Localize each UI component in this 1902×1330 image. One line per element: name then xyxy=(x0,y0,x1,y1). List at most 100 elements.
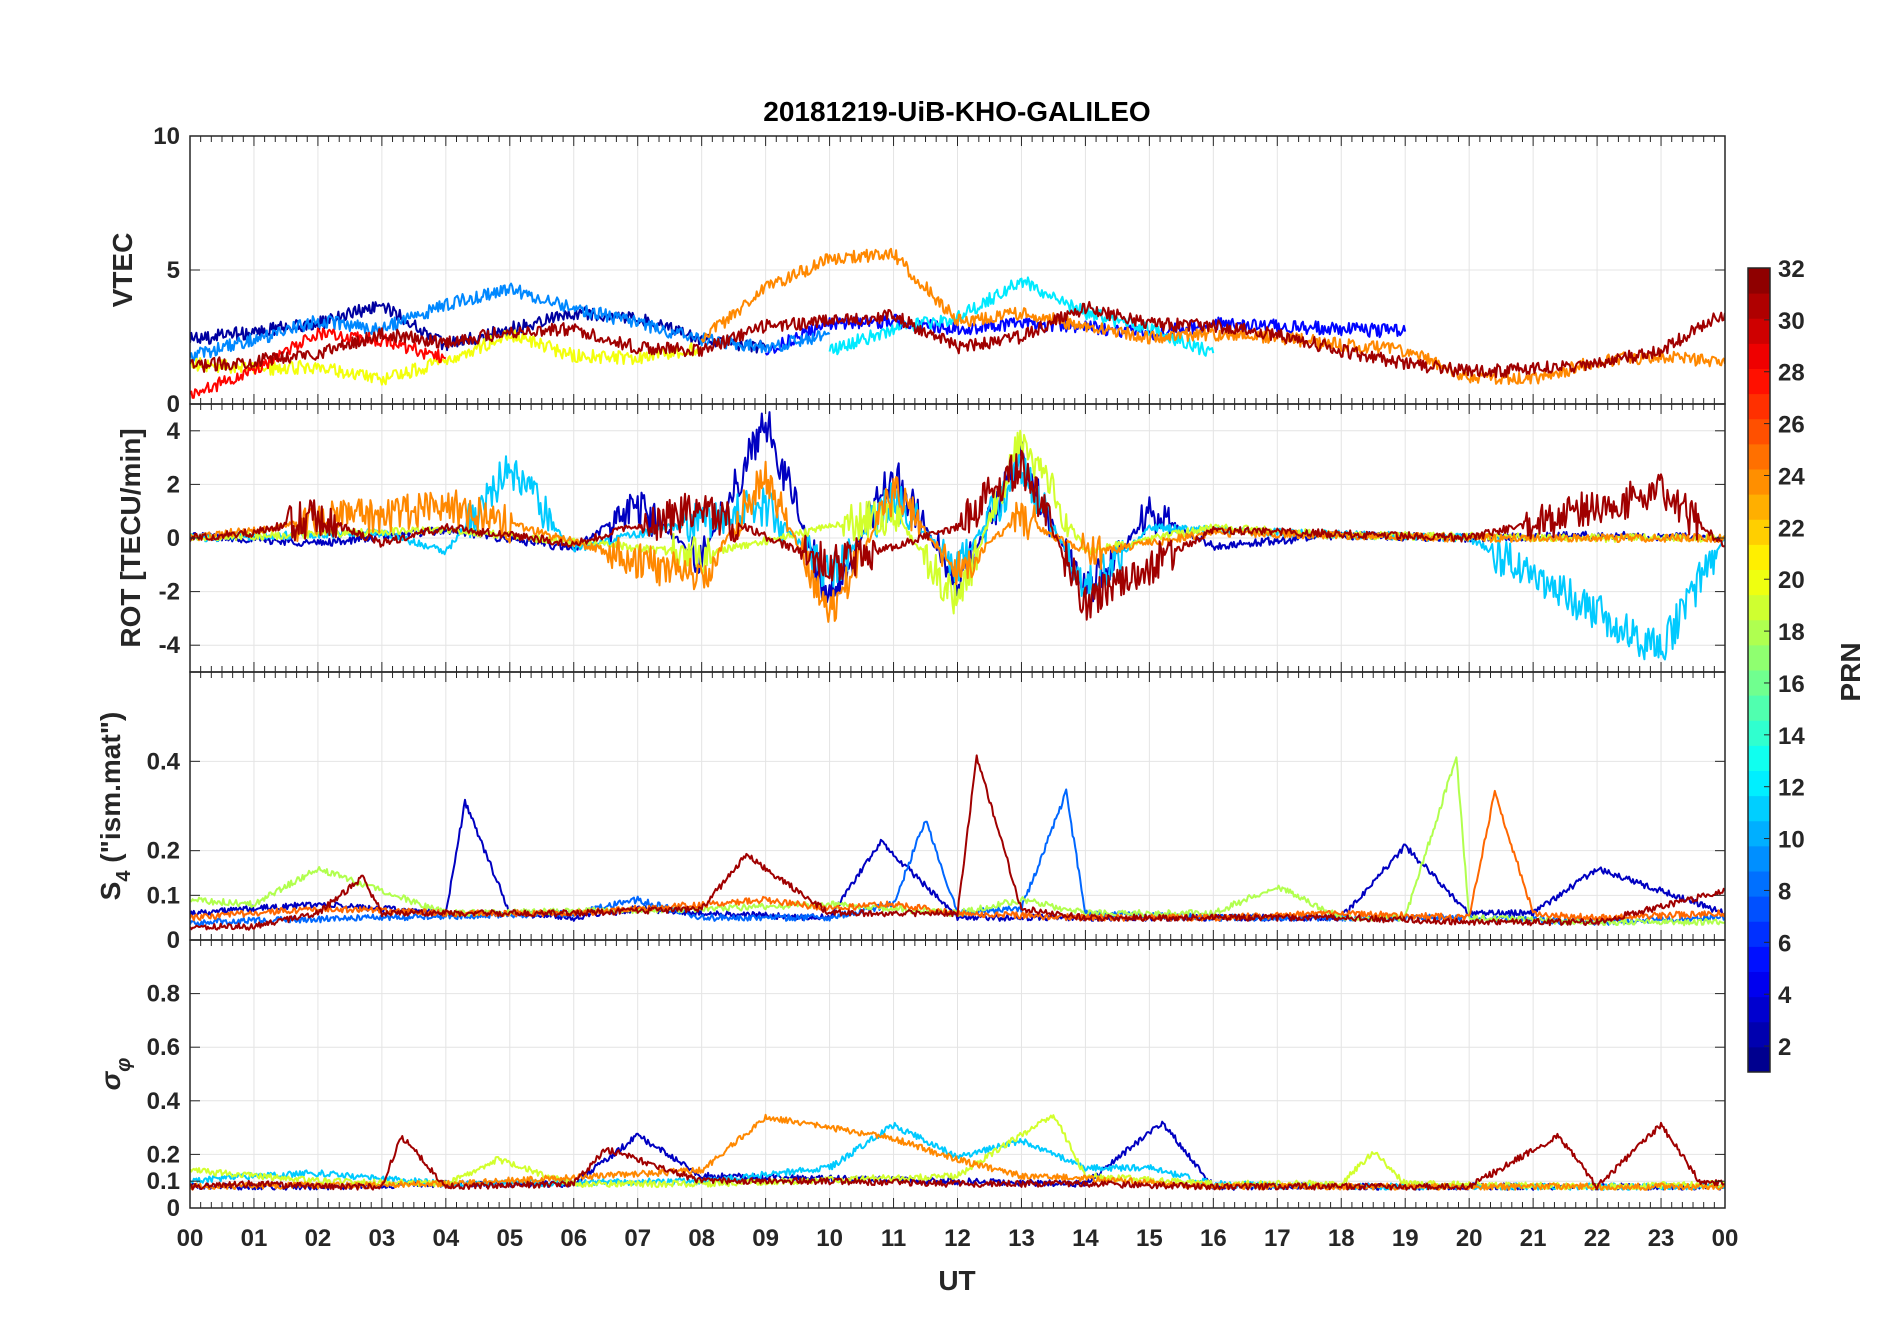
colorbar-step xyxy=(1748,469,1770,495)
colorbar-tick-label: 14 xyxy=(1778,723,1805,750)
colorbar-step xyxy=(1748,820,1770,847)
colorbar-step xyxy=(1748,293,1770,319)
s4-y-tick-label: 0 xyxy=(167,927,180,954)
x-tick-label: 05 xyxy=(496,1225,523,1252)
colorbar-tick-label: 28 xyxy=(1778,360,1805,387)
rot-y-tick-label: -4 xyxy=(159,632,181,659)
s4-y-tick-label: 0.2 xyxy=(147,838,180,865)
sigma_phi-y-tick-label: 0.2 xyxy=(147,1141,180,1168)
rot-series-prn-31 xyxy=(190,449,1725,621)
sigma_phi-y-tick-label: 0.8 xyxy=(147,981,180,1008)
colorbar-tick-label: 22 xyxy=(1778,515,1805,542)
colorbar-step xyxy=(1748,569,1770,596)
vtec-series-prn-12 xyxy=(828,276,1215,357)
sigma_phi-x-ticks xyxy=(189,940,1726,1208)
colorbar-step xyxy=(1748,644,1770,671)
colorbar-label: PRN xyxy=(1835,642,1866,701)
x-tick-label: 18 xyxy=(1328,1225,1355,1252)
x-tick-label: 21 xyxy=(1520,1225,1547,1252)
colorbar-tick-label: 2 xyxy=(1778,1034,1791,1061)
colorbar-tick-label: 24 xyxy=(1778,463,1805,490)
sigma_phi-series xyxy=(190,1113,1725,1191)
sigma-phi-y-label: σφ xyxy=(95,1058,135,1091)
vtec-y-label: VTEC xyxy=(107,233,138,308)
x-tick-labels: 00 01 02 03 04 05 06 07 08 09 10 11 12 13 14 15 16 17 18 19… xyxy=(177,1225,1739,1252)
colorbar-step xyxy=(1748,770,1770,797)
colorbar-step xyxy=(1748,594,1770,621)
x-tick-label: 07 xyxy=(624,1225,651,1252)
colorbar-step xyxy=(1748,670,1770,696)
colorbar-step xyxy=(1748,996,1770,1023)
colorbar-step xyxy=(1748,720,1770,746)
panel-s4: 0 0.1 0.2 0.4 xyxy=(147,671,1726,954)
x-tick-label: 22 xyxy=(1584,1225,1611,1252)
x-axis-label: UT xyxy=(938,1265,975,1296)
colorbar-tick-label: 30 xyxy=(1778,308,1805,335)
x-tick-label: 03 xyxy=(369,1225,396,1252)
colorbar-tick-label: 12 xyxy=(1778,775,1805,802)
colorbar-step xyxy=(1748,519,1770,545)
x-tick-label: 20 xyxy=(1456,1225,1483,1252)
x-tick-label: 00 xyxy=(1712,1225,1739,1252)
s4-y-tick-label: 0.4 xyxy=(147,748,181,775)
vtec-series-prn-20 xyxy=(190,329,702,386)
rot-y-label: ROT [TECU/min] xyxy=(115,428,146,647)
x-tick-label: 09 xyxy=(752,1225,779,1252)
colorbar-step xyxy=(1748,946,1770,972)
x-tick-label: 10 xyxy=(816,1225,843,1252)
colorbar-step xyxy=(1748,1046,1770,1073)
rot-series-prn-11 xyxy=(190,453,1725,661)
s4-y-tick-label: 0.1 xyxy=(147,882,180,909)
colorbar-step xyxy=(1748,845,1770,872)
sigma_phi-y-tick-label: 0.1 xyxy=(147,1168,180,1195)
rot-x-ticks xyxy=(189,404,1726,672)
rot-y-tick-label: -2 xyxy=(159,579,180,606)
x-tick-label: 00 xyxy=(177,1225,204,1252)
s4-series xyxy=(190,754,1725,931)
colorbar-tick-label: 26 xyxy=(1778,412,1805,439)
vtec-y-tick-label: 0 xyxy=(167,391,180,418)
vtec-y-tick-label: 10 xyxy=(153,123,180,150)
vtec-y-tick-label: 5 xyxy=(167,257,180,284)
vtec-series-prn-28 xyxy=(190,327,447,399)
panel-rot: -4 -2 0 2 4 xyxy=(159,403,1726,673)
x-tick-label: 06 xyxy=(560,1225,587,1252)
vtec-series xyxy=(190,247,1725,399)
x-tick-label: 15 xyxy=(1136,1225,1163,1252)
sigma_phi-grid xyxy=(189,940,1726,1209)
colorbar-tick-label: 32 xyxy=(1778,256,1805,283)
x-tick-label: 12 xyxy=(944,1225,971,1252)
colorbar-step xyxy=(1748,619,1770,646)
s4-series-prn-31 xyxy=(190,754,1725,931)
colorbar-step xyxy=(1748,343,1770,369)
colorbar-step xyxy=(1748,921,1770,947)
colorbar-tick-label: 4 xyxy=(1778,982,1792,1009)
colorbar-step xyxy=(1748,896,1770,922)
x-tick-label: 13 xyxy=(1008,1225,1035,1252)
rot-y-tick-label: 2 xyxy=(167,471,180,498)
x-tick-label: 04 xyxy=(432,1225,459,1252)
vtec-grid xyxy=(189,135,1726,405)
sigma_phi-series-prn-31 xyxy=(190,1121,1725,1191)
colorbar-step xyxy=(1748,695,1770,721)
colorbar-tick-label: 20 xyxy=(1778,567,1805,594)
colorbar-frame xyxy=(1747,267,1771,1073)
sigma_phi-y-tick-label: 0.6 xyxy=(147,1034,180,1061)
x-tick-label: 08 xyxy=(688,1225,715,1252)
sigma_phi-y-tick-label: 0.4 xyxy=(147,1088,181,1115)
colorbar-step xyxy=(1748,418,1770,445)
s4-y-label: S4 ("ism.mat") xyxy=(95,712,135,901)
colorbar-step xyxy=(1748,318,1770,344)
colorbar-step xyxy=(1748,268,1770,294)
x-tick-label: 19 xyxy=(1392,1225,1419,1252)
colorbar-step xyxy=(1748,393,1770,420)
s4-x-ticks xyxy=(189,672,1726,940)
x-tick-label: 14 xyxy=(1072,1225,1099,1252)
colorbar-tick-label: 18 xyxy=(1778,619,1805,646)
s4-grid xyxy=(189,672,1726,941)
colorbar-tick-label: 6 xyxy=(1778,930,1791,957)
vtec-series-prn-31 xyxy=(190,300,1725,379)
